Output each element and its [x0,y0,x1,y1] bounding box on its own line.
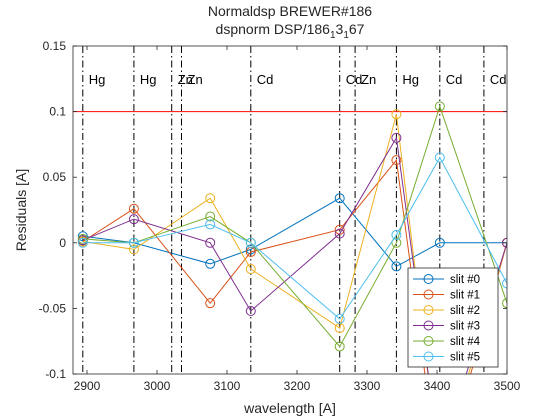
legend-swatch-marker [423,274,434,284]
emission-line-label: Cd [446,72,463,87]
data-point [245,264,256,275]
series-line [82,104,507,348]
emission-line-label: Hg [140,72,157,87]
chart-title-line2: dspnorm DSP/18613167 [216,21,365,41]
title-tail: 67 [349,21,365,37]
data-point [334,193,345,204]
data-point [334,313,345,324]
y-tick-label: -0.1 [45,367,66,381]
data-point [434,101,445,112]
data-point [205,237,216,248]
emission-line-label: Cd [490,72,507,87]
series-line [82,156,507,320]
title-mid: 3 [336,21,344,37]
plot-frame [72,45,508,375]
data-point [391,261,402,272]
series-group [77,101,507,374]
y-tick-label: 0.1 [49,105,66,119]
data-point [391,132,402,143]
data-point [245,306,256,317]
y-axis-label: Residuals [A] [13,169,29,251]
data-point [434,237,445,248]
legend: slit #0 slit #1 slit #2 slit #3 slit #4 slit … [407,267,499,368]
data-point [391,237,402,248]
data-point [205,211,216,222]
series-line [82,114,507,374]
x-axis-label: wavelength [A] [243,400,336,416]
legend-label: slit #1 [450,290,480,302]
x-tick-label: 3100 [214,379,241,393]
title-main: dspnorm DSP/186 [216,21,331,37]
y-tick-label: 0.05 [43,170,67,184]
data-point [205,258,216,269]
data-point [334,228,345,239]
emission-lines [82,46,485,374]
data-point [128,237,139,248]
x-axis-ticks: 2900 3000 3100 3200 3300 3400 3500 [74,46,521,393]
y-tick-label: 0 [59,236,66,250]
legend-label: slit #3 [450,321,480,333]
data-point [391,229,402,240]
legend-label: slit #5 [450,352,480,364]
data-point [128,244,139,255]
emission-line-label: Cd [346,72,363,87]
legend-label: slit #2 [450,305,480,317]
chart-title-line1: Normaldsp BREWER#186 [208,3,372,19]
series-line [82,158,507,374]
series-line [82,136,507,374]
legend-swatch-marker [423,305,434,315]
x-tick-label: 3200 [284,379,311,393]
emission-line-label: Zn [361,72,376,87]
emission-line-label: Zn [188,72,203,87]
legend-label: slit #4 [450,336,481,348]
legend-label: slit #0 [450,274,480,286]
emission-line-label: Hg [89,72,106,87]
data-point [128,214,139,225]
emission-line-label: Cd [257,72,274,87]
data-point [391,109,402,120]
y-axis-ticks: -0.1 -0.05 0 0.05 0.1 0.15 [39,39,507,381]
legend-swatch-marker [423,336,434,346]
data-point [245,237,256,248]
data-point [77,233,88,244]
data-point [205,193,216,204]
data-point [434,152,445,163]
series-line [82,197,507,268]
data-point [128,203,139,214]
data-point [334,341,345,352]
data-point [502,278,507,289]
title-sub-1: 1 [330,30,336,41]
data-point [77,231,88,242]
x-tick-label: 3300 [354,379,381,393]
data-point [502,298,507,309]
y-tick-label: -0.05 [39,301,67,315]
data-point [77,237,88,248]
emission-line-label: Hg [402,72,419,87]
x-tick-label: 3400 [424,379,451,393]
y-tick-label: 0.15 [43,39,67,53]
data-point [205,219,216,230]
data-point [502,237,507,248]
legend-box [407,267,499,368]
legend-swatch-marker [423,320,434,331]
x-tick-label: 3000 [144,379,171,393]
legend-swatch-marker [423,351,434,362]
x-tick-label: 3500 [494,379,521,393]
x-tick-label: 2900 [74,379,101,393]
data-point [205,298,216,309]
title-sub-2: 1 [343,30,349,41]
data-point [245,244,256,255]
data-point [391,155,402,166]
emission-line-label: Zn [178,72,193,87]
legend-swatch-marker [423,289,434,300]
